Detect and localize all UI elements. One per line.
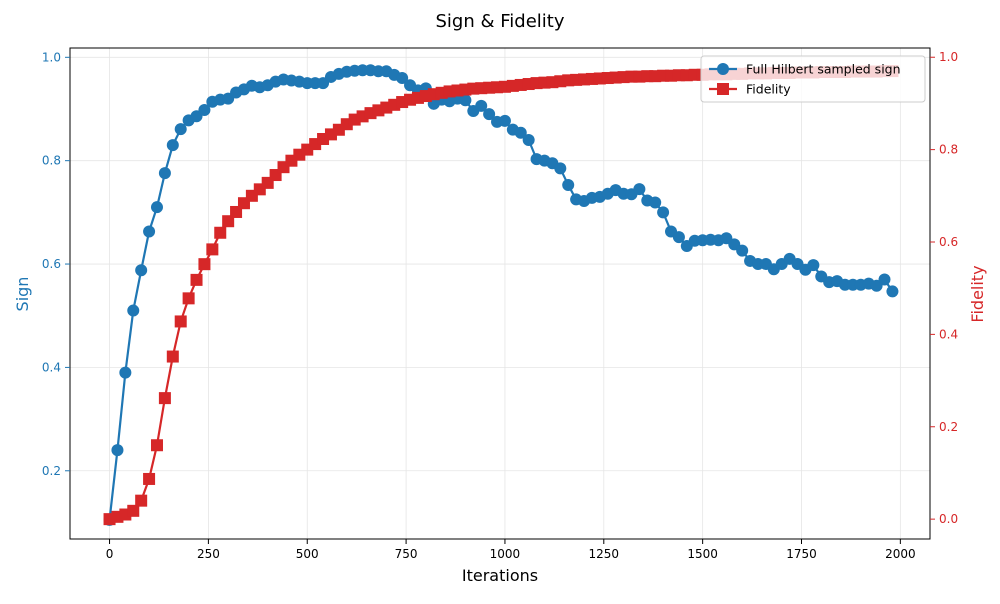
data-point — [143, 472, 156, 485]
x-tick-label: 1250 — [589, 547, 620, 561]
legend-item: Fidelity — [709, 82, 791, 97]
data-point — [878, 273, 891, 286]
data-point — [459, 94, 472, 107]
data-point — [886, 285, 899, 298]
legend-box — [700, 55, 926, 103]
data-point — [222, 215, 235, 228]
data-point — [657, 206, 670, 219]
legend-marker — [717, 83, 729, 95]
data-point — [166, 139, 179, 152]
axes: 0 250 500 750 1000 1250 1500 1750 2000 0.2 0.4 0.6 0… — [42, 47, 958, 561]
data-point — [135, 264, 148, 277]
y-right-tick-label: 0.8 — [939, 143, 958, 157]
data-point — [135, 494, 148, 507]
y-left-tick-label: 0.2 — [42, 464, 61, 478]
series-group — [103, 64, 899, 526]
x-tick-label: 250 — [197, 547, 220, 561]
data-point — [214, 226, 227, 239]
x-tick-label: 500 — [296, 547, 319, 561]
y-axis-left-label: Sign — [13, 277, 32, 312]
data-point — [182, 292, 195, 305]
x-tick-label: 750 — [395, 547, 418, 561]
data-point — [174, 315, 187, 328]
data-point — [253, 183, 266, 196]
data-point — [174, 123, 187, 136]
data-point — [554, 162, 567, 175]
data-point — [807, 259, 820, 272]
x-axis-label: Iterations — [462, 566, 538, 585]
data-point — [150, 201, 163, 214]
legend-label: Fidelity — [746, 82, 791, 97]
data-point — [158, 167, 171, 180]
y-right-tick-label: 1.0 — [939, 50, 958, 64]
data-point — [119, 366, 132, 379]
data-point — [198, 104, 211, 117]
plot-frame — [69, 47, 931, 540]
data-point — [649, 196, 662, 209]
data-point — [562, 178, 575, 191]
data-point — [522, 133, 535, 146]
y-axis-right-label: Fidelity — [968, 265, 987, 322]
data-point — [206, 243, 219, 256]
data-point — [736, 244, 749, 257]
data-point — [633, 183, 646, 196]
plot-series — [103, 64, 899, 526]
y-left-tick-label: 1.0 — [42, 50, 61, 64]
y-right-tick-label: 0.0 — [939, 512, 958, 526]
y-left-tick-label: 0.6 — [42, 257, 61, 271]
chart-title: Sign & Fidelity — [436, 11, 565, 32]
data-point — [166, 350, 179, 363]
grid-lines — [70, 48, 930, 539]
x-tick-label: 1750 — [786, 547, 817, 561]
data-point — [127, 504, 140, 517]
x-tick-label: 1500 — [687, 547, 718, 561]
legend: Full Hilbert sampled sign Fidelity — [700, 55, 926, 103]
data-point — [143, 225, 156, 238]
y-left-tick-label: 0.4 — [42, 360, 61, 374]
data-point — [498, 114, 511, 127]
data-point — [396, 71, 409, 84]
data-point — [198, 258, 211, 271]
y-right-tick-label: 0.2 — [939, 420, 958, 434]
y-left-tick-label: 0.8 — [42, 154, 61, 168]
x-tick-label: 1000 — [490, 547, 521, 561]
data-point — [483, 108, 496, 121]
data-point — [672, 231, 685, 244]
x-tick-label: 0 — [106, 547, 114, 561]
y-right-tick-label: 0.4 — [939, 327, 958, 341]
data-point — [158, 392, 171, 405]
legend-label: Full Hilbert sampled sign — [746, 62, 901, 77]
legend-marker — [717, 63, 729, 75]
legend-item: Full Hilbert sampled sign — [709, 62, 901, 77]
x-tick-label: 2000 — [885, 547, 916, 561]
data-point — [514, 126, 527, 139]
data-point — [150, 439, 163, 452]
data-point — [111, 444, 124, 457]
data-point — [127, 304, 140, 317]
data-point — [475, 99, 488, 112]
data-point — [190, 273, 203, 286]
y-right-tick-label: 0.6 — [939, 235, 958, 249]
